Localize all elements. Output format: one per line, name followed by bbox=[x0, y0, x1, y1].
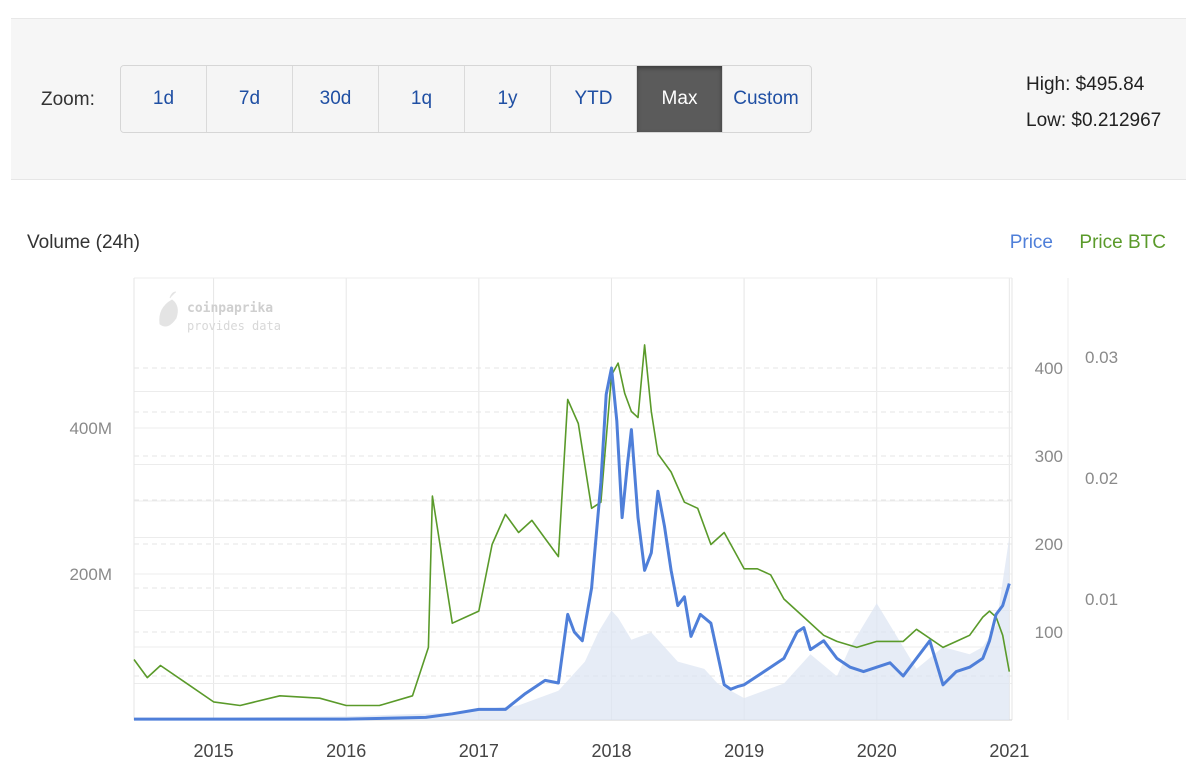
btc-tick-0.03: 0.03 bbox=[1085, 348, 1118, 367]
volume-area bbox=[134, 537, 1010, 720]
price-tick-400: 400 bbox=[1035, 359, 1063, 378]
x-tick-2016: 2016 bbox=[326, 741, 366, 761]
zoom-ytd-button[interactable]: YTD bbox=[551, 66, 637, 132]
zoom-30d-button[interactable]: 30d bbox=[293, 66, 379, 132]
zoom-custom-button[interactable]: Custom bbox=[723, 66, 809, 132]
price-tick-200: 200 bbox=[1035, 535, 1063, 554]
volume-axis-title: Volume (24h) bbox=[27, 232, 140, 253]
btc-tick-0.02: 0.02 bbox=[1085, 469, 1118, 488]
controls-panel: Zoom: 1d 7d 30d 1q 1y YTD Max Custom Hig… bbox=[11, 18, 1186, 180]
x-tick-2017: 2017 bbox=[459, 741, 499, 761]
x-tick-2021: 2021 bbox=[989, 741, 1029, 761]
price-line bbox=[134, 366, 1011, 721]
x-tick-2018: 2018 bbox=[591, 741, 631, 761]
zoom-1d-button[interactable]: 1d bbox=[121, 66, 207, 132]
x-tick-2020: 2020 bbox=[857, 741, 897, 761]
zoom-label: Zoom: bbox=[41, 89, 95, 110]
legend-price-btc[interactable]: Price BTC bbox=[1079, 232, 1166, 253]
price-tick-100: 100 bbox=[1035, 623, 1063, 642]
x-tick-2015: 2015 bbox=[194, 741, 234, 761]
zoom-7d-button[interactable]: 7d bbox=[207, 66, 293, 132]
low-value: Low: $0.212967 bbox=[1026, 110, 1162, 131]
volume-tick-200M: 200M bbox=[69, 565, 112, 584]
volume-series bbox=[134, 537, 1010, 720]
btc-tick-0.01: 0.01 bbox=[1085, 590, 1118, 609]
zoom-1y-button[interactable]: 1y bbox=[465, 66, 551, 132]
price-series bbox=[134, 366, 1011, 721]
x-tick-2019: 2019 bbox=[724, 741, 764, 761]
watermark-line1: coinpaprika bbox=[187, 301, 273, 316]
chart-axes: 2015 2016 2017 2018 2019 2020 2021 200M 400M 100 2… bbox=[69, 348, 1118, 761]
zoom-button-group: 1d 7d 30d 1q 1y YTD Max Custom bbox=[120, 65, 812, 133]
watermark: coinpaprika provides data bbox=[159, 291, 281, 333]
volume-tick-400M: 400M bbox=[69, 419, 112, 438]
price-btc-line bbox=[133, 344, 1011, 707]
zoom-1q-button[interactable]: 1q bbox=[379, 66, 465, 132]
price-tick-300: 300 bbox=[1035, 447, 1063, 466]
watermark-line2: provides data bbox=[187, 319, 281, 333]
paprika-icon bbox=[159, 291, 178, 327]
price-btc-series bbox=[133, 344, 1011, 707]
high-value: High: $495.84 bbox=[1026, 74, 1145, 95]
price-stats: High: $495.84 Low: $0.212967 bbox=[1026, 67, 1161, 139]
legend-price[interactable]: Price bbox=[1010, 232, 1053, 253]
zoom-max-button[interactable]: Max bbox=[637, 66, 723, 132]
